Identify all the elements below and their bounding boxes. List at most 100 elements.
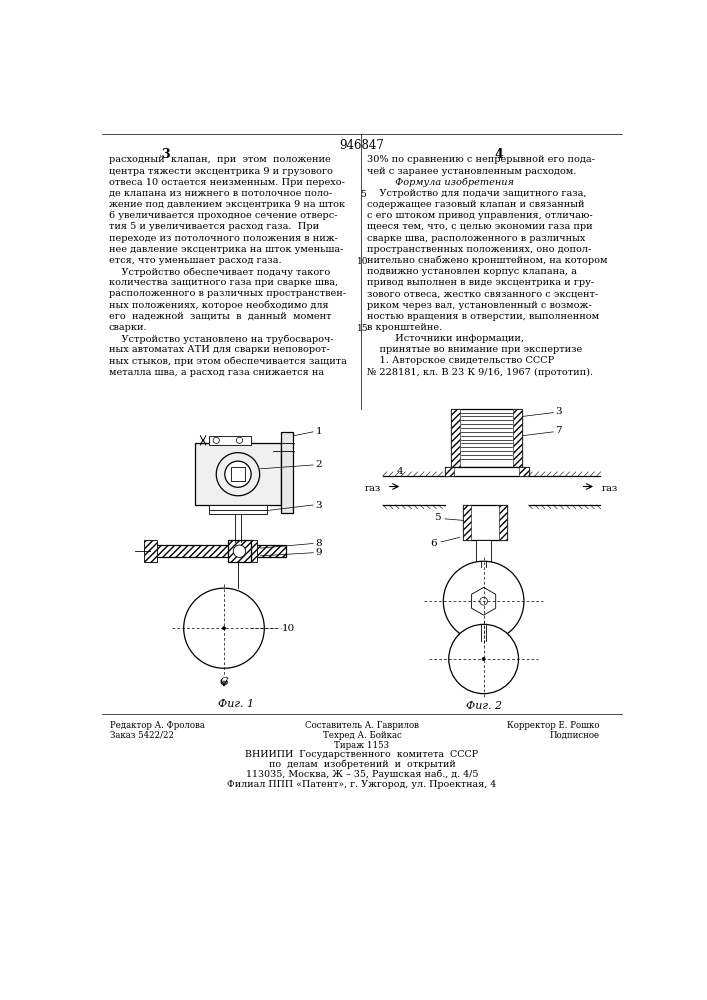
Circle shape	[216, 453, 259, 496]
Circle shape	[213, 437, 219, 443]
Text: нительно снабжено кронштейном, на котором: нительно снабжено кронштейном, на которо…	[368, 256, 608, 265]
Text: 3: 3	[162, 148, 170, 161]
Text: тия 5 и увеличивается расход газа.  При: тия 5 и увеличивается расход газа. При	[109, 222, 319, 231]
Text: Филиал ППП «Патент», г. Ужгород, ул. Проектная, 4: Филиал ППП «Патент», г. Ужгород, ул. Про…	[228, 780, 496, 789]
Text: 5: 5	[360, 190, 366, 199]
Text: с его штоком привод управления, отличаю-: с его штоком привод управления, отличаю-	[368, 211, 593, 220]
Text: в кронштейне.: в кронштейне.	[368, 323, 443, 332]
Text: Заказ 5422/22: Заказ 5422/22	[110, 731, 174, 740]
Text: 113035, Москва, Ж – 35, Раушская наб., д. 4/5: 113035, Москва, Ж – 35, Раушская наб., д…	[246, 770, 478, 779]
Circle shape	[225, 461, 251, 487]
Text: сварки.: сварки.	[109, 323, 147, 332]
Text: ных стыков, при этом обеспечивается защита: ных стыков, при этом обеспечивается защи…	[109, 356, 346, 366]
Text: 4: 4	[397, 467, 403, 476]
Bar	[519, 466, 529, 476]
Text: Устройство установлено на трубосвароч-: Устройство установлено на трубосвароч-	[109, 334, 333, 344]
Text: 5: 5	[434, 513, 441, 522]
Bar	[144, 540, 156, 562]
Text: 15: 15	[357, 324, 368, 333]
Text: привод выполнен в виде эксцентрика и гру-: привод выполнен в виде эксцентрика и гру…	[368, 278, 595, 287]
Text: его  надежной  защиты  в  данный  момент: его надежной защиты в данный момент	[109, 312, 331, 321]
Text: 4: 4	[495, 148, 503, 161]
Text: 6: 6	[431, 539, 437, 548]
Circle shape	[449, 624, 518, 694]
Circle shape	[184, 588, 264, 668]
Text: 10: 10	[282, 624, 296, 633]
Text: металла шва, а расход газа снижается на: металла шва, а расход газа снижается на	[109, 368, 324, 377]
Text: по  делам  изобретений  и  открытий: по делам изобретений и открытий	[269, 760, 455, 769]
Bar	[228, 540, 251, 562]
Text: центра тяжести эксцентрика 9 и грузового: центра тяжести эксцентрика 9 и грузового	[109, 167, 332, 176]
Text: ВНИИПИ  Государственного  комитета  СССР: ВНИИПИ Государственного комитета СССР	[245, 750, 479, 759]
Text: газ: газ	[364, 484, 380, 493]
Bar	[451, 409, 522, 466]
Text: чей с заранее установленным расходом.: чей с заранее установленным расходом.	[368, 167, 577, 176]
Text: количества защитного газа при сварке шва,: количества защитного газа при сварке шва…	[109, 278, 338, 287]
Text: зового отвеса, жестко связанного с эксцент-: зового отвеса, жестко связанного с эксце…	[368, 289, 599, 298]
Text: 9: 9	[315, 548, 322, 557]
Text: нее давление эксцентрика на шток уменьша-: нее давление эксцентрика на шток уменьша…	[109, 245, 343, 254]
Text: Тираж 1153: Тираж 1153	[334, 741, 390, 750]
Text: Редактор А. Фролова: Редактор А. Фролова	[110, 721, 205, 730]
Bar	[445, 466, 454, 476]
Text: Формула изобретения: Формула изобретения	[368, 178, 515, 187]
Text: Фиг. 1: Фиг. 1	[218, 699, 254, 709]
Circle shape	[443, 561, 524, 641]
Circle shape	[480, 597, 488, 605]
Text: 3: 3	[315, 500, 322, 510]
Bar	[151, 545, 286, 557]
Text: жение под давлением эксцентрика 9 на шток: жение под давлением эксцентрика 9 на што…	[109, 200, 344, 209]
Text: ных положениях, которое необходимо для: ных положениях, которое необходимо для	[109, 301, 328, 310]
Text: 30% по сравнению с непрерывной его пода-: 30% по сравнению с непрерывной его пода-	[368, 155, 595, 164]
Bar	[445, 466, 529, 476]
Text: переходе из потолочного положения в ниж-: переходе из потолочного положения в ниж-	[109, 234, 337, 243]
Circle shape	[236, 437, 243, 443]
Text: риком через вал, установленный с возмож-: риком через вал, установленный с возмож-	[368, 301, 592, 310]
Text: пространственных положениях, оно допол-: пространственных положениях, оно допол-	[368, 245, 592, 254]
Bar	[209, 505, 267, 514]
Polygon shape	[472, 587, 496, 615]
Bar	[464, 505, 507, 540]
Text: расположенного в различных пространствен-: расположенного в различных пространствен…	[109, 289, 346, 298]
Bar	[195, 443, 281, 505]
Text: 7: 7	[555, 426, 561, 435]
Text: ется, что уменьшает расход газа.: ется, что уменьшает расход газа.	[109, 256, 281, 265]
Text: ных автоматах АТИ для сварки неповорот-: ных автоматах АТИ для сварки неповорот-	[109, 345, 329, 354]
Bar	[231, 467, 245, 481]
Text: 10: 10	[357, 257, 368, 266]
Bar	[281, 432, 293, 513]
Bar	[209, 436, 251, 445]
Bar	[245, 540, 257, 562]
Text: де клапана из нижнего в потолочное поло-: де клапана из нижнего в потолочное поло-	[109, 189, 332, 198]
Text: Подписное: Подписное	[550, 731, 600, 740]
Text: Техред А. Бойкас: Техред А. Бойкас	[322, 731, 402, 740]
Bar	[476, 540, 491, 567]
Bar	[451, 409, 460, 466]
Text: газ: газ	[602, 484, 619, 493]
Text: Источники информации,: Источники информации,	[368, 334, 525, 343]
Text: Корректор Е. Рошко: Корректор Е. Рошко	[508, 721, 600, 730]
Text: 8: 8	[315, 539, 322, 548]
Text: 1. Авторское свидетельство СССР: 1. Авторское свидетельство СССР	[368, 356, 554, 365]
Circle shape	[233, 545, 246, 557]
Text: Устройство для подачи защитного газа,: Устройство для подачи защитного газа,	[368, 189, 587, 198]
Text: Составитель А. Гаврилов: Составитель А. Гаврилов	[305, 721, 419, 730]
Text: расходный  клапан,  при  этом  положение: расходный клапан, при этом положение	[109, 155, 330, 164]
Text: содержащее газовый клапан и связанный: содержащее газовый клапан и связанный	[368, 200, 585, 209]
Text: принятые во внимание при экспертизе: принятые во внимание при экспертизе	[368, 345, 583, 354]
Text: подвижно установлен корпус клапана, а: подвижно установлен корпус клапана, а	[368, 267, 577, 276]
Circle shape	[482, 657, 485, 661]
Text: Фиг. 2: Фиг. 2	[466, 701, 502, 711]
Text: щееся тем, что, с целью экономии газа при: щееся тем, что, с целью экономии газа пр…	[368, 222, 593, 231]
Bar	[513, 409, 522, 466]
Text: 3: 3	[555, 407, 561, 416]
Bar	[464, 505, 472, 540]
Circle shape	[223, 627, 226, 630]
Text: ностью вращения в отверстии, выполненном: ностью вращения в отверстии, выполненном	[368, 312, 600, 321]
Text: 2: 2	[315, 460, 322, 469]
Bar	[499, 505, 507, 540]
Text: Устройство обеспечивает подачу такого: Устройство обеспечивает подачу такого	[109, 267, 329, 277]
Text: сварке шва, расположенного в различных: сварке шва, расположенного в различных	[368, 234, 586, 243]
Text: G: G	[220, 677, 228, 687]
Text: № 228181, кл. В 23 К 9/16, 1967 (прототип).: № 228181, кл. В 23 К 9/16, 1967 (прототи…	[368, 368, 593, 377]
